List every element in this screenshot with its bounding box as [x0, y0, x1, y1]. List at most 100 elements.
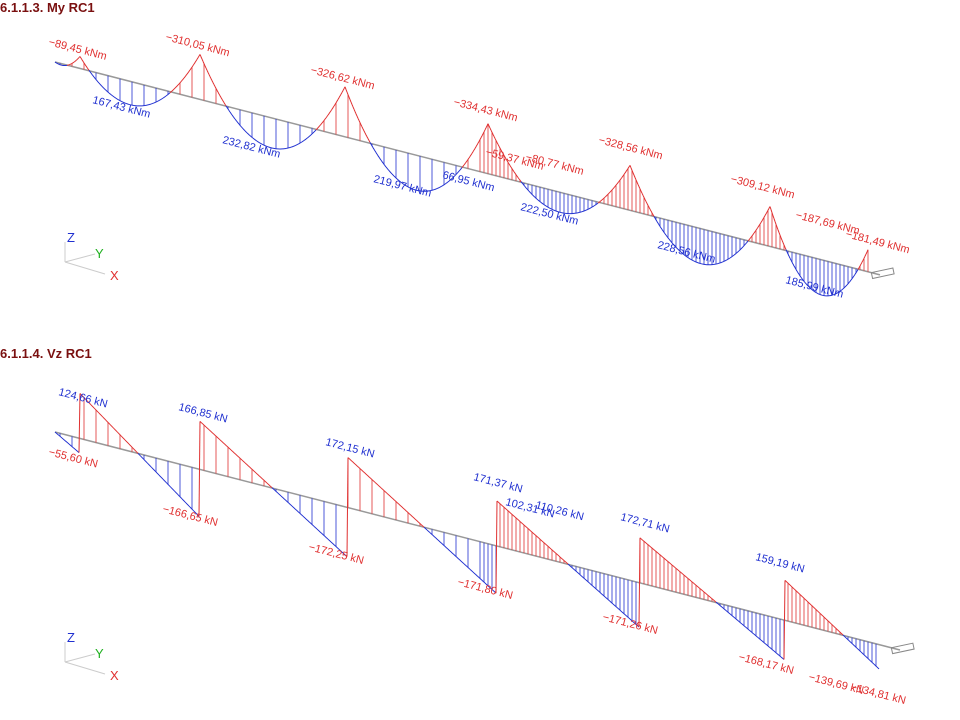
support-end [870, 267, 895, 280]
diagram-outline [472, 149, 475, 153]
diagram-outline [660, 555, 663, 557]
diagram-outline [412, 516, 415, 519]
diagram-outline [96, 80, 99, 83]
diagram-outline [828, 621, 831, 624]
diagram-outline [476, 143, 479, 146]
diagram-outline [237, 456, 240, 458]
diagram-outline [701, 589, 704, 592]
diagram-outline [741, 623, 744, 626]
diagram-outline [715, 601, 718, 604]
diagram-outline [311, 524, 314, 526]
diagram-outline [771, 648, 774, 651]
diagram-outline [340, 550, 343, 553]
diagram-outline [765, 211, 768, 215]
diagram-outline [282, 497, 285, 500]
diagram-outline [297, 143, 300, 145]
diagram-outline [820, 613, 823, 616]
diagram-outline [353, 108, 356, 112]
diagram-outline [749, 236, 752, 239]
diagram-outline [475, 144, 478, 148]
diagram-outline [348, 96, 351, 100]
diagram-outline [395, 177, 398, 180]
diagram-outline [772, 649, 775, 652]
diagram-outline [305, 137, 308, 140]
diagram-outline [595, 588, 598, 591]
diagram-outline [676, 568, 679, 571]
diagram-outline [242, 460, 245, 463]
diagram-outline [202, 423, 205, 426]
diagram-outline [421, 524, 424, 527]
diagram-outline [306, 137, 309, 139]
diagram-outline [364, 132, 367, 136]
diagram-outline [607, 599, 610, 601]
diagram-outline [869, 660, 872, 662]
diagram-outline [100, 414, 103, 417]
diagram-outline [315, 527, 318, 530]
diagram-outline [299, 513, 302, 515]
diagram-outline [835, 628, 838, 630]
diagram-outline [329, 110, 332, 113]
diagram-outline [234, 118, 237, 121]
diagram-outline [186, 503, 189, 506]
diagram-outline [304, 517, 307, 520]
diagram-outline [773, 218, 776, 222]
diagram-outline [786, 581, 789, 584]
diagram-outline [400, 505, 403, 508]
diagram-outline [732, 254, 735, 257]
diagram-outline [634, 177, 637, 181]
beam [54, 61, 881, 276]
diagram-outline [496, 142, 499, 145]
diagram-outline [117, 432, 120, 435]
diagram-outline [87, 401, 90, 404]
diagram-outline [767, 208, 770, 211]
diagram-outline [307, 136, 310, 138]
diagram-outline [74, 60, 77, 62]
diagram-outline [680, 572, 683, 574]
diagram-outline [544, 204, 547, 207]
diagram-outline [473, 572, 476, 575]
diagram-outline [673, 244, 676, 247]
diagram-outline [314, 129, 317, 132]
diagram-outline [448, 179, 451, 182]
diagram-outline [217, 437, 220, 440]
diagram-outline [379, 486, 382, 489]
diagram-outline [61, 437, 64, 440]
diagram-outline [91, 405, 94, 408]
diagram-outline [109, 93, 112, 96]
diagram-outline [383, 490, 386, 492]
diagram-outline [785, 249, 788, 253]
diagram-outline [231, 114, 234, 117]
diagram-outline [372, 147, 375, 150]
diagram-outline [246, 464, 249, 466]
diagram-outline [316, 127, 319, 130]
diagram-outline [369, 477, 372, 480]
result-label: 110,26 kN [534, 499, 585, 523]
diagram-outline [564, 561, 567, 563]
diagram-outline [469, 154, 472, 157]
diagram-outline [239, 124, 242, 127]
diagram-outline [839, 631, 842, 634]
diagram-outline [850, 278, 853, 281]
diagram-outline [325, 536, 328, 539]
diagram-outline [129, 444, 132, 447]
section-title: 6.1.1.4. Vz RC1 [0, 346, 92, 361]
diagram-outline [635, 179, 638, 183]
diagram-outline [209, 76, 212, 79]
diagram-outline [532, 194, 535, 197]
diagram-outline [485, 583, 488, 586]
diagram-outline [364, 472, 367, 475]
diagram-outline [363, 471, 366, 474]
diagram-outline [845, 284, 848, 287]
diagram-outline [321, 121, 324, 124]
diagram-outline [383, 164, 386, 166]
diagram-outline [462, 562, 465, 565]
diagram-outline [179, 81, 182, 84]
diagram-outline [388, 494, 391, 497]
diagram-outline [685, 255, 688, 258]
diagram-outline [518, 178, 521, 181]
diagram-outline [347, 457, 350, 459]
diagram-outline [260, 477, 263, 479]
diagram-outline [395, 501, 398, 503]
diagram-outline [440, 185, 443, 188]
diagram-outline [381, 488, 384, 491]
